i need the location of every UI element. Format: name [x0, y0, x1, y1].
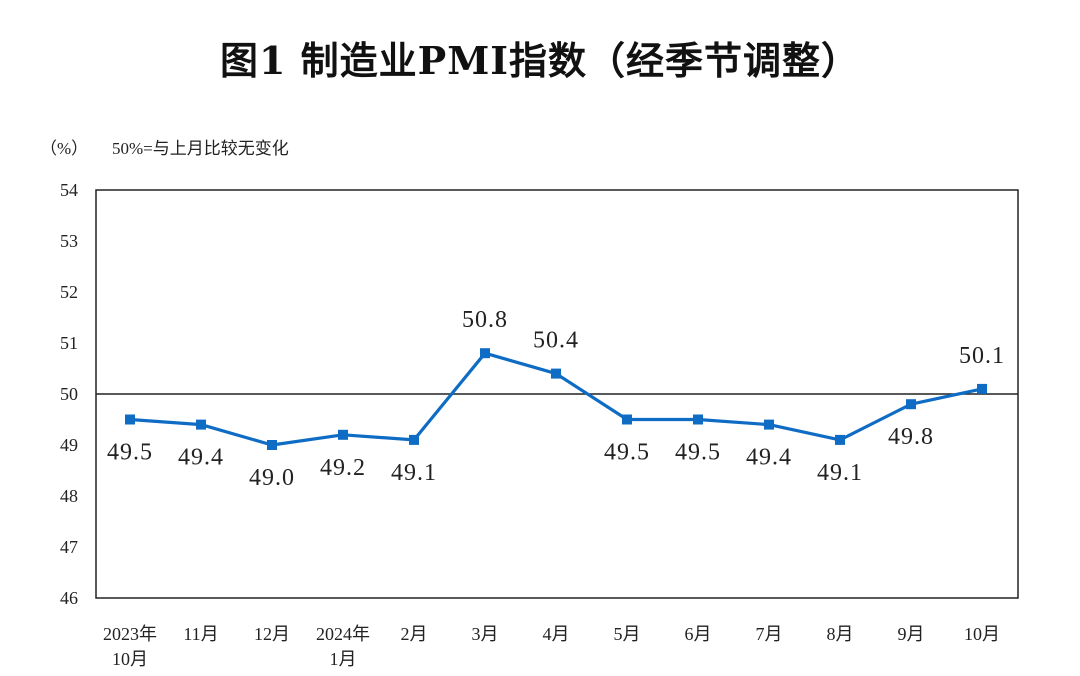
data-label: 49.1	[391, 460, 437, 486]
y-tick-label: 47	[60, 537, 78, 557]
data-point	[551, 368, 561, 379]
x-tick-label: 2023年	[103, 624, 157, 644]
data-label: 50.8	[462, 307, 508, 333]
y-tick-label: 53	[60, 231, 78, 251]
y-tick-label: 50	[60, 384, 78, 404]
data-point	[764, 419, 774, 430]
x-tick-label: 10月	[964, 624, 1000, 644]
data-label: 50.1	[959, 343, 1005, 369]
y-tick-label: 49	[60, 435, 78, 455]
y-tick-label: 51	[60, 333, 78, 353]
x-tick-label: 7月	[756, 624, 783, 644]
x-tick-label: 2月	[401, 624, 428, 644]
data-point	[267, 440, 277, 450]
data-label: 49.5	[107, 440, 153, 466]
data-label: 49.5	[675, 440, 721, 466]
x-tick-label: 9月	[898, 624, 925, 644]
x-tick-label: 10月	[112, 649, 148, 669]
data-point	[196, 419, 206, 430]
x-tick-label: 1月	[330, 649, 357, 669]
baseline-note: 50%=与上月比较无变化	[112, 139, 289, 158]
data-label: 49.4	[178, 445, 224, 471]
data-point	[409, 434, 419, 445]
data-label: 49.5	[604, 440, 650, 466]
data-point	[622, 414, 632, 425]
data-label: 49.4	[746, 445, 792, 471]
data-label: 49.2	[320, 455, 366, 481]
x-tick-label: 8月	[827, 624, 854, 644]
data-label: 49.1	[817, 460, 863, 486]
data-point	[338, 429, 348, 440]
data-point	[977, 383, 987, 394]
chart-title: 图1 制造业PMI指数（经季节调整）	[219, 38, 861, 83]
data-point	[480, 348, 490, 359]
y-tick-label: 46	[60, 588, 78, 608]
y-axis-unit: （%）	[40, 139, 88, 158]
series-line	[129, 351, 983, 447]
x-tick-label: 3月	[472, 624, 499, 644]
x-tick-label: 6月	[685, 624, 712, 644]
data-label: 50.4	[533, 328, 579, 354]
data-point	[835, 434, 845, 445]
y-tick-label: 52	[60, 282, 78, 302]
data-label: 49.0	[249, 465, 295, 491]
x-tick-label: 4月	[543, 624, 570, 644]
data-label: 49.8	[888, 424, 934, 450]
data-point	[906, 399, 916, 410]
x-tick-label: 5月	[614, 624, 641, 644]
data-point	[125, 414, 135, 425]
x-tick-label: 11月	[183, 624, 218, 644]
x-tick-label: 12月	[254, 624, 290, 644]
x-tick-label: 2024年	[316, 624, 370, 644]
y-tick-label: 48	[60, 486, 78, 506]
data-point	[693, 414, 703, 425]
y-tick-label: 54	[60, 180, 78, 200]
